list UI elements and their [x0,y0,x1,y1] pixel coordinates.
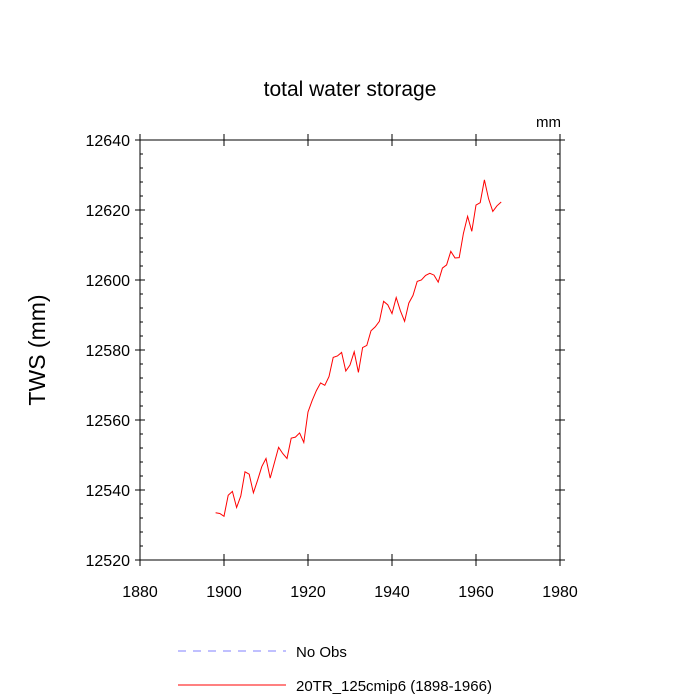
chart-title: total water storage [264,78,437,101]
x-tick-label: 1880 [122,584,158,601]
x-tick-label: 1900 [206,584,242,601]
y-tick-label: 12560 [86,413,131,430]
y-tick-label: 12620 [86,203,131,220]
x-tick-label: 1920 [290,584,326,601]
series-lines [215,179,502,518]
x-tick-label: 1940 [374,584,410,601]
y-axis-label: TWS (mm) [24,294,50,405]
axis-ticks [135,134,565,566]
y-tick-label: 12540 [86,483,131,500]
legend-label-no-obs: No Obs [296,644,347,661]
legend-label-20tr: 20TR_125cmip6 (1898-1966) [296,678,492,695]
plot-frame [139,139,561,561]
y-tick-label: 12520 [86,553,131,570]
series-line-1 [215,179,502,518]
x-tick-label: 1960 [458,584,494,601]
y-tick-label: 12640 [86,133,131,150]
y-tick-label: 12600 [86,273,131,290]
axis-tick-labels: 12520 12540 12560 12580 12600 12620 12640 1880 1… [86,133,578,601]
x-tick-label: 1980 [542,584,578,601]
y-tick-label: 12580 [86,343,131,360]
units-label: mm [536,114,561,131]
legend: No Obs 20TR_125cmip6 (1898-1966) [178,644,492,695]
